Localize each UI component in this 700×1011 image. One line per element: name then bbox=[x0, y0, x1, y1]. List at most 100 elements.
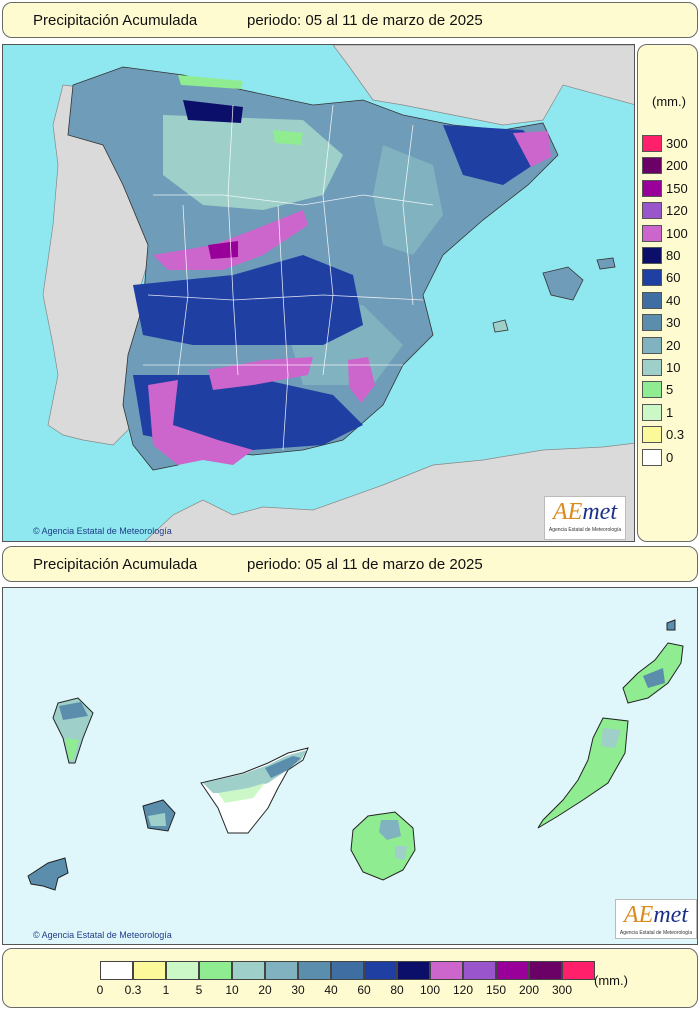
aemet-logo: AEmet Agencia Estatal de Meteorología bbox=[544, 496, 626, 540]
legend-swatch bbox=[642, 359, 662, 376]
precip-zone-magenta bbox=[513, 131, 551, 167]
legend-label: 20 bbox=[666, 337, 681, 353]
legend-label: 0 bbox=[96, 983, 104, 997]
copyright-icon: © bbox=[33, 930, 40, 940]
legend-swatch bbox=[642, 269, 662, 287]
legend-label: 300 bbox=[666, 136, 688, 151]
map-period: periodo: 05 al 11 de marzo de 2025 bbox=[247, 555, 483, 573]
legend-label: 100 bbox=[666, 225, 688, 241]
legend-label: 40 bbox=[324, 983, 338, 997]
legend-swatch bbox=[642, 291, 662, 309]
legend-swatch bbox=[232, 961, 265, 980]
precip-zone bbox=[379, 820, 401, 840]
el-hierro-island bbox=[27, 857, 69, 891]
legend-swatch bbox=[298, 961, 331, 980]
legend-label: 200 bbox=[518, 983, 540, 997]
africa-land bbox=[144, 442, 634, 541]
legend-label: 30 bbox=[666, 315, 681, 331]
bottom-title-bar: Precipitación Acumulada periodo: 05 al 1… bbox=[2, 546, 698, 582]
precip-zone-magenta bbox=[148, 380, 253, 465]
mallorca-land bbox=[542, 266, 584, 301]
legend-swatch bbox=[463, 961, 496, 980]
legend-label: 100 bbox=[419, 983, 441, 997]
precip-zone bbox=[65, 738, 79, 760]
legend-label: 120 bbox=[666, 203, 688, 219]
legend-label: 10 bbox=[666, 360, 681, 375]
legend-swatch bbox=[529, 961, 562, 980]
legend-swatch bbox=[642, 336, 662, 354]
legend-label: 200 bbox=[666, 158, 688, 174]
province-borders bbox=[143, 104, 434, 451]
map-title: Precipitación Acumulada bbox=[33, 11, 198, 29]
legend-label: 30 bbox=[291, 983, 305, 997]
legend-swatch bbox=[642, 403, 662, 421]
precip-zone bbox=[601, 728, 621, 748]
legend-swatch bbox=[331, 961, 364, 980]
side-legend: (mm.) 300 200 150 120 100 80 60 40 30 20 10 5 1 0.3 0 bbox=[637, 44, 698, 542]
legend-swatch bbox=[364, 961, 397, 980]
map-title: Precipitación Acumulada bbox=[33, 555, 198, 573]
legend-unit: (mm.) bbox=[652, 94, 686, 109]
precip-zone bbox=[148, 813, 166, 826]
legend-swatch bbox=[265, 961, 298, 980]
map-period: periodo: 05 al 11 de marzo de 2025 bbox=[247, 11, 483, 29]
ibiza-land bbox=[492, 319, 509, 333]
legend-label: 10 bbox=[225, 983, 239, 997]
la-graciosa-island bbox=[666, 619, 676, 631]
precip-zone bbox=[395, 846, 407, 860]
bottom-legend: 0 0.3 1 5 10 20 30 40 60 80 100 120 150 200 300 (mm.) bbox=[2, 948, 698, 1008]
legend-swatch bbox=[133, 961, 166, 980]
legend-label: 80 bbox=[666, 248, 681, 263]
legend-swatch bbox=[642, 381, 662, 399]
precip-zone-magenta bbox=[348, 357, 375, 403]
legend-label: 5 bbox=[666, 382, 674, 398]
legend-label: 0.3 bbox=[124, 983, 142, 997]
legend-label: 150 bbox=[666, 180, 688, 196]
legend-label: 20 bbox=[258, 983, 272, 997]
legend-label: 0.3 bbox=[666, 427, 685, 443]
legend-label: 60 bbox=[357, 983, 371, 997]
top-title-bar: Precipitación Acumulada periodo: 05 al 1… bbox=[2, 2, 698, 38]
credit-text: © Agencia Estatal de Meteorología bbox=[33, 526, 172, 536]
credit-text: © Agencia Estatal de Meteorología bbox=[33, 930, 172, 940]
france-land bbox=[332, 45, 634, 126]
legend-swatch bbox=[430, 961, 463, 980]
legend-swatch bbox=[100, 961, 133, 980]
legend-label: 40 bbox=[666, 292, 681, 308]
precip-zone bbox=[59, 702, 88, 720]
legend-swatch bbox=[397, 961, 430, 980]
legend-swatch bbox=[562, 961, 595, 980]
precip-zone bbox=[218, 783, 265, 803]
legend-swatch bbox=[642, 179, 662, 197]
precip-zone-dark bbox=[133, 255, 363, 345]
legend-label: 1 bbox=[666, 404, 674, 420]
menorca-land bbox=[596, 257, 616, 270]
legend-label: 5 bbox=[195, 983, 203, 997]
legend-swatch bbox=[642, 202, 662, 220]
legend-label: 60 bbox=[666, 270, 681, 286]
legend-label: 300 bbox=[551, 983, 573, 997]
legend-swatch bbox=[496, 961, 529, 980]
legend-label: 120 bbox=[452, 983, 474, 997]
precip-zone-green bbox=[273, 130, 303, 145]
precip-zone bbox=[203, 750, 307, 793]
legend-swatch bbox=[166, 961, 199, 980]
legend-label: 150 bbox=[485, 983, 507, 997]
legend-label: 0 bbox=[666, 449, 674, 465]
precip-zone bbox=[643, 668, 665, 688]
legend-label: 1 bbox=[162, 983, 170, 997]
precip-zone-light bbox=[373, 145, 443, 255]
legend-swatch bbox=[642, 157, 662, 175]
legend-swatch bbox=[642, 314, 662, 332]
legend-swatch bbox=[642, 426, 662, 444]
legend-swatch bbox=[642, 135, 662, 152]
precip-zone bbox=[265, 756, 301, 778]
precip-zone-green bbox=[178, 75, 243, 89]
peninsula-map: © Agencia Estatal de Meteorología AEmet … bbox=[2, 44, 635, 542]
legend-swatch bbox=[642, 448, 662, 466]
copyright-icon: © bbox=[33, 526, 40, 536]
sea-area bbox=[3, 588, 697, 944]
legend-unit: (mm.) bbox=[594, 973, 628, 988]
legend-swatch bbox=[642, 224, 662, 242]
canarias-map: © Agencia Estatal de Meteorología AEmet … bbox=[2, 587, 698, 945]
